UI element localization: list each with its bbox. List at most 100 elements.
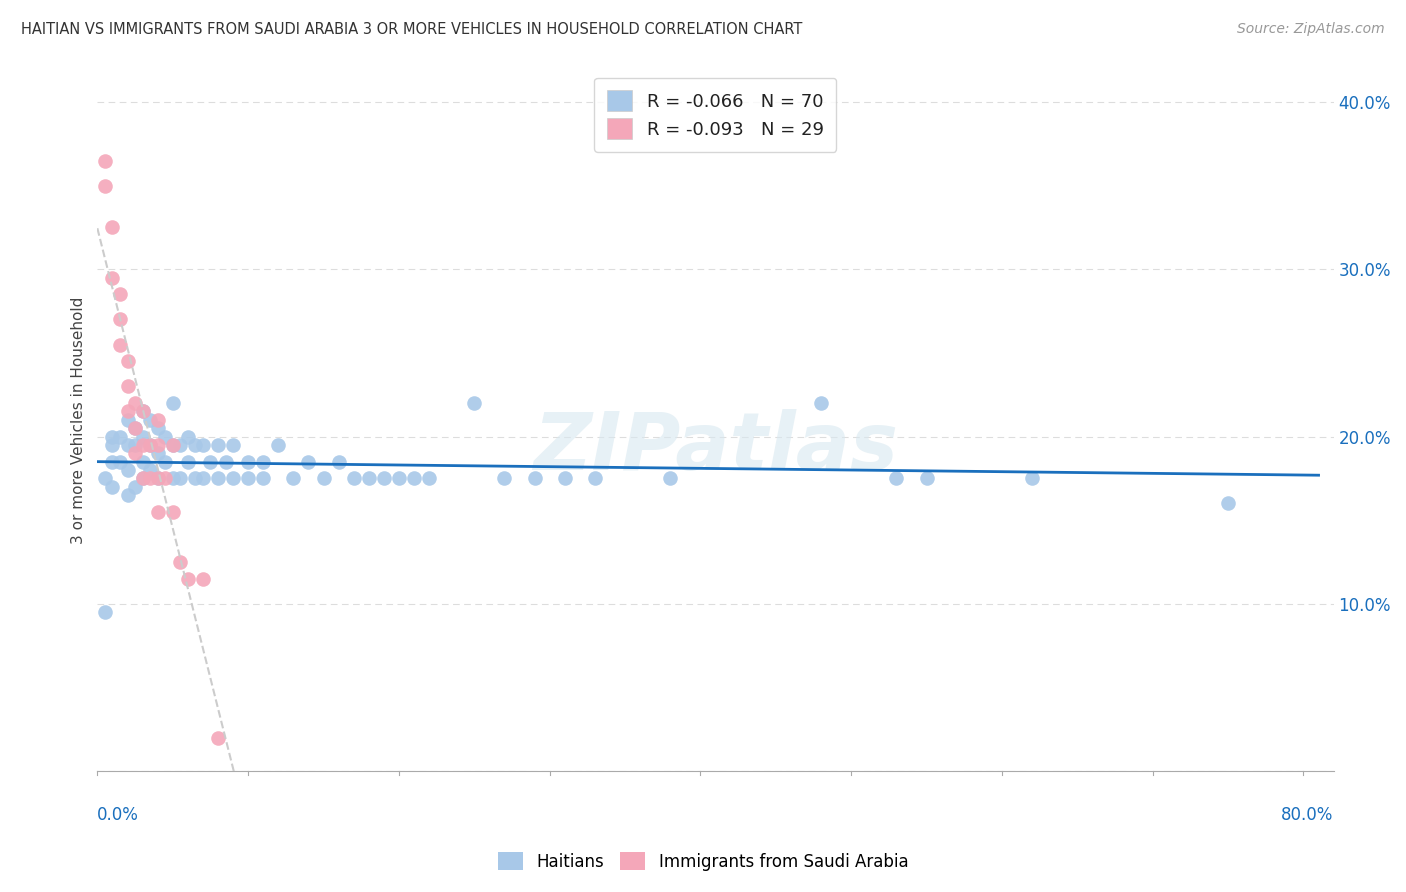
Text: HAITIAN VS IMMIGRANTS FROM SAUDI ARABIA 3 OR MORE VEHICLES IN HOUSEHOLD CORRELAT: HAITIAN VS IMMIGRANTS FROM SAUDI ARABIA …	[21, 22, 803, 37]
Point	[184, 471, 207, 485]
Point	[207, 438, 229, 452]
Legend: Haitians, Immigrants from Saudi Arabia: Haitians, Immigrants from Saudi Arabia	[489, 844, 917, 880]
Point	[388, 471, 411, 485]
Point	[463, 396, 485, 410]
Point	[153, 455, 176, 469]
Point	[222, 438, 245, 452]
Point	[131, 429, 153, 443]
Point	[169, 555, 191, 569]
Point	[169, 471, 191, 485]
Point	[139, 471, 162, 485]
Point	[124, 396, 146, 410]
Text: ZIPatlas: ZIPatlas	[533, 409, 898, 487]
Y-axis label: 3 or more Vehicles in Household: 3 or more Vehicles in Household	[72, 296, 86, 543]
Point	[343, 471, 366, 485]
Text: 80.0%: 80.0%	[1281, 806, 1334, 824]
Point	[139, 413, 162, 427]
Point	[252, 455, 274, 469]
Point	[131, 438, 153, 452]
Point	[554, 471, 576, 485]
Point	[153, 429, 176, 443]
Point	[139, 438, 162, 452]
Point	[94, 605, 117, 619]
Point	[1216, 496, 1239, 510]
Point	[418, 471, 440, 485]
Point	[177, 429, 200, 443]
Point	[124, 421, 146, 435]
Point	[200, 455, 222, 469]
Point	[101, 270, 124, 285]
Point	[177, 572, 200, 586]
Point	[117, 379, 139, 393]
Point	[169, 438, 191, 452]
Text: 0.0%: 0.0%	[97, 806, 139, 824]
Point	[402, 471, 425, 485]
Point	[94, 178, 117, 193]
Point	[124, 446, 146, 460]
Point	[146, 505, 169, 519]
Point	[131, 471, 153, 485]
Point	[1021, 471, 1043, 485]
Point	[117, 404, 139, 418]
Point	[146, 438, 169, 452]
Point	[191, 438, 214, 452]
Point	[312, 471, 335, 485]
Point	[139, 438, 162, 452]
Point	[236, 455, 259, 469]
Point	[373, 471, 395, 485]
Point	[267, 438, 290, 452]
Point	[283, 471, 305, 485]
Point	[139, 463, 162, 477]
Point	[146, 413, 169, 427]
Point	[146, 446, 169, 460]
Point	[117, 463, 139, 477]
Point	[101, 438, 124, 452]
Point	[108, 337, 131, 351]
Point	[117, 354, 139, 368]
Legend: R = -0.066   N = 70, R = -0.093   N = 29: R = -0.066 N = 70, R = -0.093 N = 29	[595, 78, 837, 152]
Point	[117, 413, 139, 427]
Point	[108, 287, 131, 301]
Point	[153, 471, 176, 485]
Point	[101, 480, 124, 494]
Point	[94, 153, 117, 168]
Point	[146, 421, 169, 435]
Point	[108, 312, 131, 326]
Point	[659, 471, 682, 485]
Point	[131, 404, 153, 418]
Point	[162, 396, 184, 410]
Point	[101, 220, 124, 235]
Point	[146, 471, 169, 485]
Point	[162, 438, 184, 452]
Point	[131, 404, 153, 418]
Point	[162, 438, 184, 452]
Point	[162, 505, 184, 519]
Point	[108, 429, 131, 443]
Point	[131, 455, 153, 469]
Point	[101, 455, 124, 469]
Point	[146, 471, 169, 485]
Point	[207, 731, 229, 745]
Point	[252, 471, 274, 485]
Point	[191, 471, 214, 485]
Point	[357, 471, 380, 485]
Point	[94, 471, 117, 485]
Text: Source: ZipAtlas.com: Source: ZipAtlas.com	[1237, 22, 1385, 37]
Point	[117, 438, 139, 452]
Point	[214, 455, 236, 469]
Point	[162, 471, 184, 485]
Point	[117, 488, 139, 502]
Point	[494, 471, 516, 485]
Point	[124, 421, 146, 435]
Point	[108, 455, 131, 469]
Point	[124, 480, 146, 494]
Point	[191, 572, 214, 586]
Point	[523, 471, 546, 485]
Point	[177, 455, 200, 469]
Point	[236, 471, 259, 485]
Point	[810, 396, 832, 410]
Point	[915, 471, 938, 485]
Point	[207, 471, 229, 485]
Point	[184, 438, 207, 452]
Point	[583, 471, 606, 485]
